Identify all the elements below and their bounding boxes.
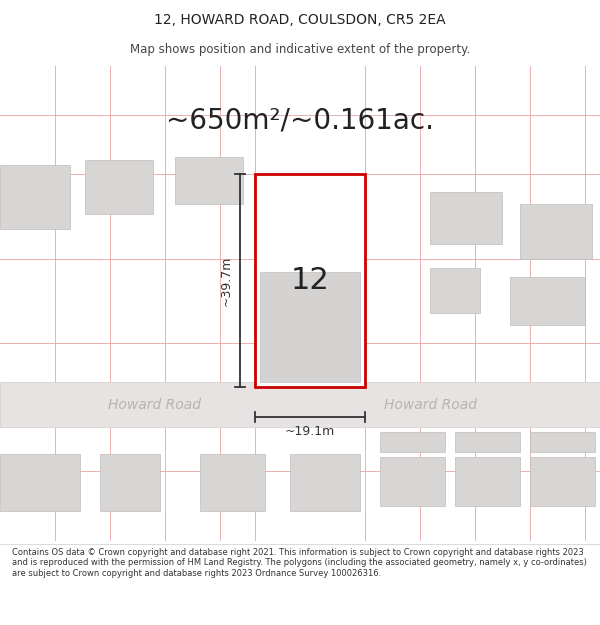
Bar bbox=[380, 432, 445, 451]
Bar bbox=[200, 454, 265, 511]
Text: Map shows position and indicative extent of the property.: Map shows position and indicative extent… bbox=[130, 42, 470, 56]
Text: 12, HOWARD ROAD, COULSDON, CR5 2EA: 12, HOWARD ROAD, COULSDON, CR5 2EA bbox=[154, 13, 446, 27]
Bar bbox=[380, 456, 445, 506]
Text: ~650m²/~0.161ac.: ~650m²/~0.161ac. bbox=[166, 106, 434, 134]
Bar bbox=[290, 454, 360, 511]
Text: Howard Road: Howard Road bbox=[109, 398, 202, 412]
Bar bbox=[430, 192, 502, 244]
Bar bbox=[100, 454, 160, 511]
Bar bbox=[430, 269, 480, 313]
Text: Howard Road: Howard Road bbox=[383, 398, 476, 412]
Bar bbox=[455, 456, 520, 506]
Bar bbox=[530, 456, 595, 506]
Bar bbox=[0, 454, 80, 511]
Text: Contains OS data © Crown copyright and database right 2021. This information is : Contains OS data © Crown copyright and d… bbox=[12, 548, 587, 578]
Bar bbox=[260, 272, 360, 382]
Bar bbox=[520, 204, 592, 259]
Bar bbox=[510, 278, 585, 325]
Bar bbox=[0, 382, 600, 427]
Text: ~39.7m: ~39.7m bbox=[220, 256, 233, 306]
Bar bbox=[530, 432, 595, 451]
Text: 12: 12 bbox=[290, 266, 329, 296]
Bar bbox=[175, 157, 243, 204]
Bar bbox=[255, 174, 365, 388]
Bar bbox=[85, 159, 153, 214]
Bar bbox=[455, 432, 520, 451]
Text: ~19.1m: ~19.1m bbox=[285, 425, 335, 438]
Bar bbox=[0, 164, 70, 229]
